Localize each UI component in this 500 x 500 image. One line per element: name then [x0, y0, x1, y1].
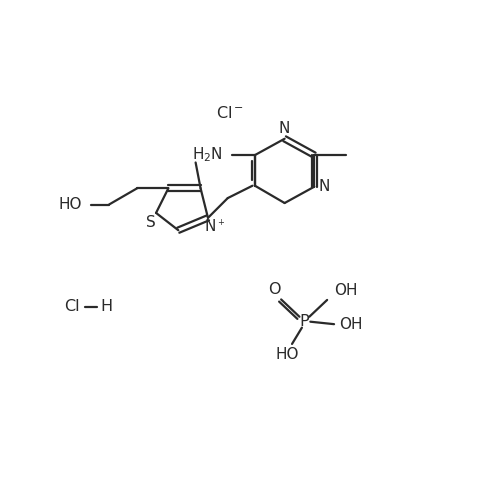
Text: Cl$^-$: Cl$^-$	[216, 104, 244, 120]
Text: H$_2$N: H$_2$N	[192, 146, 223, 165]
Text: HO: HO	[276, 348, 299, 362]
Text: S: S	[146, 216, 156, 230]
Text: P: P	[300, 314, 309, 329]
Text: OH: OH	[334, 283, 357, 298]
Text: O: O	[268, 282, 281, 297]
Text: HO: HO	[58, 197, 82, 212]
Text: N: N	[318, 179, 330, 194]
Text: OH: OH	[339, 316, 362, 332]
Text: N: N	[279, 122, 290, 136]
Text: $^+$: $^+$	[216, 218, 226, 232]
Text: H: H	[100, 300, 112, 314]
Text: N: N	[205, 220, 216, 234]
Text: Cl: Cl	[64, 300, 80, 314]
